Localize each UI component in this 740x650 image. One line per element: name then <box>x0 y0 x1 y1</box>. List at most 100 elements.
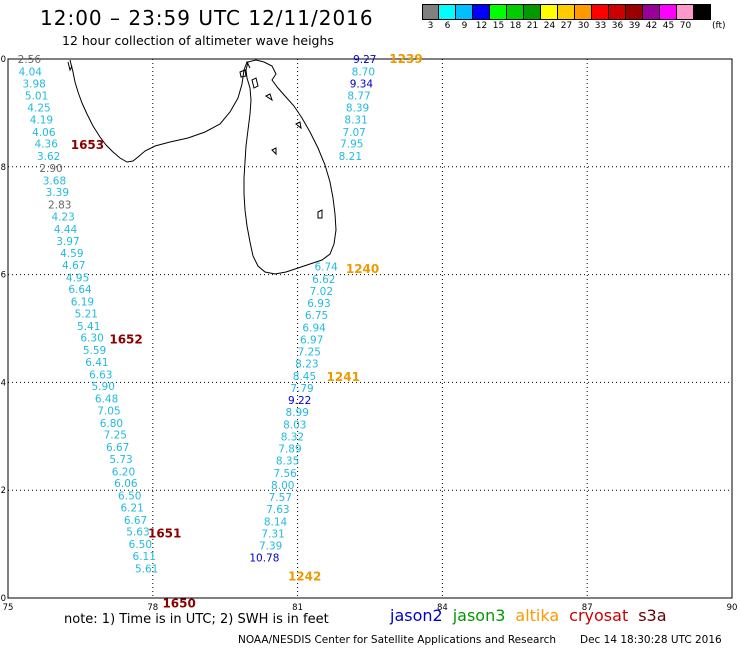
swh-value: 6.11 <box>133 551 156 563</box>
swh-value: 6.62 <box>312 274 335 286</box>
coastline <box>67 59 337 275</box>
legend-swatch <box>524 4 541 20</box>
legend-swatch <box>660 4 677 20</box>
y-tick-label: 10 <box>0 55 6 65</box>
swh-value: 4.95 <box>66 272 89 284</box>
pass-number: 1242 <box>288 569 321 583</box>
swh-value: 5.59 <box>83 345 106 357</box>
swh-value: 8.70 <box>352 66 375 78</box>
legend-label: 33 <box>594 21 607 31</box>
swh-value: 5.01 <box>25 91 48 103</box>
legend-label: 18 <box>509 21 522 31</box>
swh-value: 6.67 <box>106 442 129 454</box>
legend-label: 9 <box>461 21 468 31</box>
india-coastline <box>69 59 251 163</box>
swh-value: 4.59 <box>60 248 83 260</box>
mission-label: cryosat <box>569 606 629 625</box>
x-tick-label: 81 <box>292 603 303 613</box>
swh-value: 5.90 <box>92 381 115 393</box>
legend-label: 70 <box>679 21 692 31</box>
legend-swatch <box>490 4 507 20</box>
swh-value: 6.21 <box>120 502 143 514</box>
pass-number: 1240 <box>346 262 379 276</box>
legend-label: 36 <box>611 21 624 31</box>
legend-swatch <box>643 4 660 20</box>
swh-value: 2.90 <box>39 163 62 175</box>
swh-value: 6.50 <box>129 539 152 551</box>
legend-swatch <box>439 4 456 20</box>
pass-number: 1651 <box>148 526 181 540</box>
pass-number: 1650 <box>162 596 195 610</box>
legend-label: 39 <box>628 21 641 31</box>
y-tick-label: 0 <box>1 594 6 604</box>
swh-value: 6.74 <box>314 262 338 274</box>
swh-value: 5.73 <box>109 454 132 466</box>
swh-value: 9.22 <box>288 395 311 407</box>
swh-value: 6.19 <box>71 297 94 309</box>
legend-label: 15 <box>492 21 505 31</box>
legend-swatch <box>456 4 473 20</box>
swh-value: 2.83 <box>48 200 71 212</box>
swh-value: 3.98 <box>22 78 45 90</box>
swh-value: 6.41 <box>85 357 108 369</box>
legend-label: 42 <box>645 21 658 31</box>
swh-value: 6.20 <box>112 466 135 478</box>
x-tick-label: 87 <box>582 603 593 613</box>
swh-value: 8.99 <box>286 407 309 419</box>
legend-swatch <box>626 4 643 20</box>
swh-value: 8.03 <box>283 419 306 431</box>
swh-value: 7.25 <box>298 347 321 359</box>
y-tick-label: 6 <box>1 271 6 281</box>
x-tick-label: 90 <box>727 603 738 613</box>
swh-value: 6.48 <box>95 394 118 406</box>
mission-legend: jason2 jason3 altika cryosat s3a <box>390 606 677 625</box>
legend-swatch <box>558 4 575 20</box>
pass-labels: 1653 1652 1651 1650 1239 1240 1241 1242 <box>71 52 423 610</box>
swh-value: 5.61 <box>135 563 158 575</box>
legend-label: 3 <box>427 21 434 31</box>
swh-value: 4.23 <box>51 211 74 223</box>
legend-swatch <box>507 4 524 20</box>
credit-line: NOAA/NESDIS Center for Satellite Applica… <box>238 634 556 646</box>
swh-value: 7.25 <box>104 430 127 442</box>
swh-value: 8.45 <box>293 371 316 383</box>
coastal-lagoons <box>271 121 323 219</box>
swh-value: 7.31 <box>261 528 284 540</box>
swh-value: 7.05 <box>97 405 120 417</box>
swh-value: 8.14 <box>264 516 288 528</box>
legend-swatch <box>575 4 592 20</box>
legend-label: 21 <box>526 21 539 31</box>
swh-value: 6.06 <box>114 478 138 490</box>
swh-value: 8.77 <box>347 91 370 103</box>
map-frame <box>7 58 733 599</box>
swh-value: 3.97 <box>56 236 79 248</box>
swh-value: 4.19 <box>30 114 53 126</box>
swh-value: 5.63 <box>126 527 149 539</box>
swh-value: 8.32 <box>281 431 304 443</box>
sri-lanka-coastline <box>243 59 337 275</box>
map-title: 12:00 – 23:59 UTC 12/11/2016 <box>40 6 374 30</box>
swh-value: 7.63 <box>266 504 289 516</box>
legend-unit: (ft) <box>712 21 726 31</box>
legend-label: 24 <box>543 21 556 31</box>
swh-value: 7.95 <box>340 139 363 151</box>
color-legend-labels: 3 6 9 12 15 18 21 24 27 30 33 36 39 42 45 70 <box>422 21 740 35</box>
swh-value: 6.63 <box>89 369 112 381</box>
map-grid <box>7 58 733 599</box>
swh-value: 2.56 <box>18 54 42 66</box>
swh-value: 9.27 <box>353 54 376 66</box>
swh-value: 3.68 <box>43 175 66 187</box>
swh-value: 7.02 <box>310 286 333 298</box>
swh-value: 6.50 <box>118 491 141 503</box>
swh-value: 9.34 <box>350 78 374 90</box>
swh-value: 7.89 <box>278 444 301 456</box>
pass-number: 1653 <box>71 138 104 152</box>
swh-value: 4.36 <box>35 139 59 151</box>
swh-value: 6.64 <box>68 284 92 296</box>
legend-swatch <box>677 4 694 20</box>
x-tick-label: 75 <box>3 603 14 613</box>
legend-swatch <box>473 4 490 20</box>
map-subtitle: 12 hour collection of altimeter wave hei… <box>62 33 334 48</box>
swh-value: 7.79 <box>290 383 313 395</box>
swh-value: 8.00 <box>271 480 294 492</box>
